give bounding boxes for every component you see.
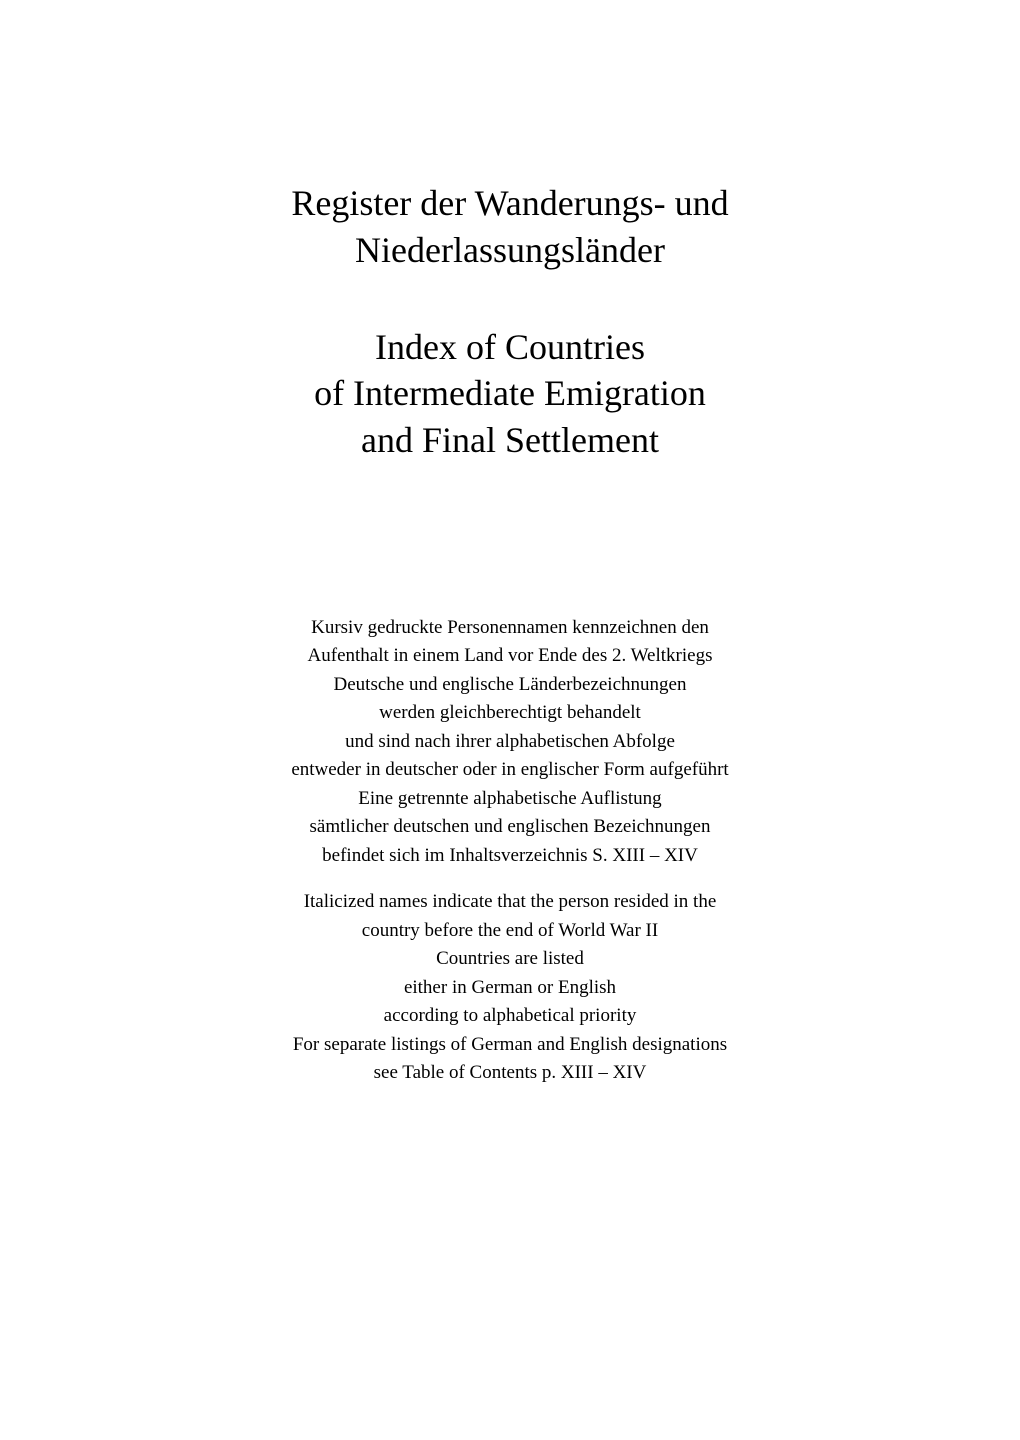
german-desc-line2: Aufenthalt in einem Land vor Ende des 2.…	[308, 645, 713, 666]
english-title-line1: Index of Countries	[375, 327, 645, 367]
german-title-line2: Niederlassungsländer	[355, 230, 665, 270]
german-description: Kursiv gedruckte Personennamen kennzeich…	[291, 614, 728, 871]
german-desc-line4: werden gleichberechtigt behandelt	[379, 702, 641, 723]
german-desc-line8: sämtlicher deutschen und englischen Beze…	[310, 816, 711, 837]
german-title-line1: Register der Wanderungs- und	[291, 183, 728, 223]
english-desc-line6: For separate listings of German and Engl…	[293, 1034, 727, 1055]
german-desc-line6: entweder in deutscher oder in englischer…	[291, 759, 728, 780]
english-title-line2: of Intermediate Emigration	[314, 373, 706, 413]
description-section: Kursiv gedruckte Personennamen kennzeich…	[291, 614, 728, 1088]
english-title-line3: and Final Settlement	[361, 420, 659, 460]
english-desc-line3: Countries are listed	[436, 948, 584, 969]
english-desc-line2: country before the end of World War II	[362, 920, 658, 941]
english-description: Italicized names indicate that the perso…	[291, 888, 728, 1088]
title-section: Register der Wanderungs- und Niederlassu…	[291, 180, 728, 464]
english-desc-line5: according to alphabetical priority	[384, 1005, 637, 1026]
english-title: Index of Countries of Intermediate Emigr…	[291, 324, 728, 464]
english-desc-line4: either in German or English	[404, 977, 616, 998]
english-desc-line1: Italicized names indicate that the perso…	[304, 891, 717, 912]
german-desc-line5: und sind nach ihrer alphabetischen Abfol…	[345, 731, 675, 752]
german-desc-line3: Deutsche und englische Länderbezeichnung…	[334, 674, 687, 695]
german-desc-line7: Eine getrennte alphabetische Auflistung	[358, 788, 661, 809]
german-desc-line1: Kursiv gedruckte Personennamen kennzeich…	[311, 617, 709, 638]
german-title: Register der Wanderungs- und Niederlassu…	[291, 180, 728, 274]
german-desc-line9: befindet sich im Inhaltsverzeichnis S. X…	[322, 845, 698, 866]
english-desc-line7: see Table of Contents p. XIII – XIV	[374, 1062, 647, 1083]
